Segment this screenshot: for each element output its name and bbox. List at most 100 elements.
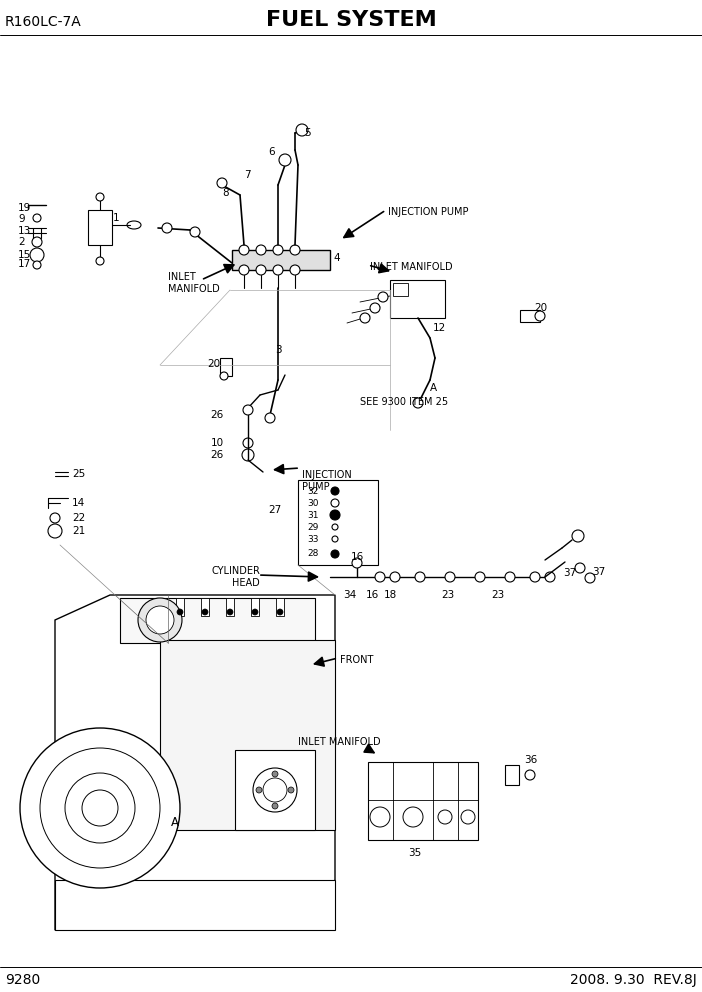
Circle shape [202, 609, 208, 615]
Circle shape [352, 558, 362, 568]
Text: A: A [430, 383, 437, 393]
Circle shape [438, 810, 452, 824]
Circle shape [585, 573, 595, 583]
Circle shape [360, 313, 370, 323]
Circle shape [505, 572, 515, 582]
Text: 5: 5 [304, 128, 310, 138]
Circle shape [227, 609, 233, 615]
Circle shape [146, 606, 174, 634]
Circle shape [50, 513, 60, 523]
Text: 20: 20 [207, 359, 220, 369]
Circle shape [177, 609, 183, 615]
Circle shape [256, 245, 266, 255]
Circle shape [461, 810, 475, 824]
Circle shape [272, 771, 278, 777]
Text: R160LC-7A: R160LC-7A [5, 15, 81, 29]
Circle shape [256, 265, 266, 275]
Circle shape [277, 609, 283, 615]
Bar [390, 280, 445, 318]
Text: 9: 9 [18, 214, 25, 224]
Circle shape [273, 245, 283, 255]
Polygon shape [55, 595, 335, 930]
Circle shape [243, 405, 253, 415]
Bar [220, 358, 232, 376]
Circle shape [413, 398, 423, 408]
Text: 22: 22 [72, 513, 85, 523]
Circle shape [217, 178, 227, 188]
Circle shape [530, 572, 540, 582]
Circle shape [332, 536, 338, 542]
Text: 17: 17 [18, 259, 32, 269]
Bar [298, 480, 378, 565]
Text: 6: 6 [268, 147, 274, 157]
Text: 9280: 9280 [5, 973, 40, 987]
Bar [201, 598, 209, 616]
Bar [251, 598, 259, 616]
Circle shape [272, 803, 278, 809]
Text: INLET MANIFOLD: INLET MANIFOLD [298, 737, 380, 747]
Circle shape [220, 372, 228, 380]
Text: 16: 16 [350, 552, 364, 562]
Circle shape [525, 770, 535, 780]
Circle shape [138, 598, 182, 642]
Circle shape [33, 261, 41, 269]
Text: 37: 37 [563, 568, 576, 578]
Circle shape [242, 449, 254, 461]
Bar [160, 640, 335, 830]
Text: 1: 1 [113, 213, 119, 223]
Circle shape [190, 227, 200, 237]
Circle shape [82, 790, 118, 826]
Circle shape [40, 748, 160, 868]
Circle shape [162, 223, 172, 233]
Text: 12: 12 [433, 323, 446, 333]
Circle shape [535, 311, 545, 321]
Circle shape [279, 154, 291, 166]
Text: A: A [171, 815, 179, 828]
Circle shape [265, 413, 275, 423]
Circle shape [575, 563, 585, 573]
Text: 4: 4 [333, 253, 340, 263]
Circle shape [545, 572, 555, 582]
Bar [393, 283, 408, 296]
Circle shape [445, 572, 455, 582]
Text: INJECTION PUMP: INJECTION PUMP [388, 207, 468, 217]
Circle shape [290, 245, 300, 255]
Bar [176, 598, 184, 616]
Text: 28: 28 [307, 550, 319, 558]
Text: 8: 8 [222, 188, 229, 198]
Circle shape [390, 572, 400, 582]
Text: 26: 26 [211, 450, 224, 460]
Text: 18: 18 [383, 590, 397, 600]
Text: 32: 32 [307, 486, 319, 495]
Circle shape [331, 487, 339, 495]
Text: 14: 14 [72, 498, 85, 508]
Bar [520, 310, 540, 322]
Circle shape [239, 245, 249, 255]
Circle shape [243, 438, 253, 448]
Text: 25: 25 [72, 469, 85, 479]
Circle shape [96, 257, 104, 265]
Text: 35: 35 [409, 848, 422, 858]
Circle shape [403, 807, 423, 827]
Bar [55, 880, 335, 930]
Text: 21: 21 [72, 526, 85, 536]
Bar [368, 762, 478, 840]
Text: FUEL SYSTEM: FUEL SYSTEM [265, 10, 437, 30]
Circle shape [332, 524, 338, 530]
Text: 29: 29 [307, 523, 319, 532]
Circle shape [32, 237, 42, 247]
Circle shape [252, 609, 258, 615]
Circle shape [378, 292, 388, 302]
Circle shape [415, 572, 425, 582]
Text: 7: 7 [244, 170, 251, 180]
Circle shape [475, 572, 485, 582]
Circle shape [20, 728, 180, 888]
Circle shape [331, 499, 339, 507]
Text: 15: 15 [18, 250, 32, 260]
Text: 23: 23 [442, 590, 455, 600]
Circle shape [33, 214, 41, 222]
Circle shape [273, 265, 283, 275]
Bar [88, 210, 112, 245]
Bar [276, 598, 284, 616]
Text: 26: 26 [211, 410, 224, 420]
